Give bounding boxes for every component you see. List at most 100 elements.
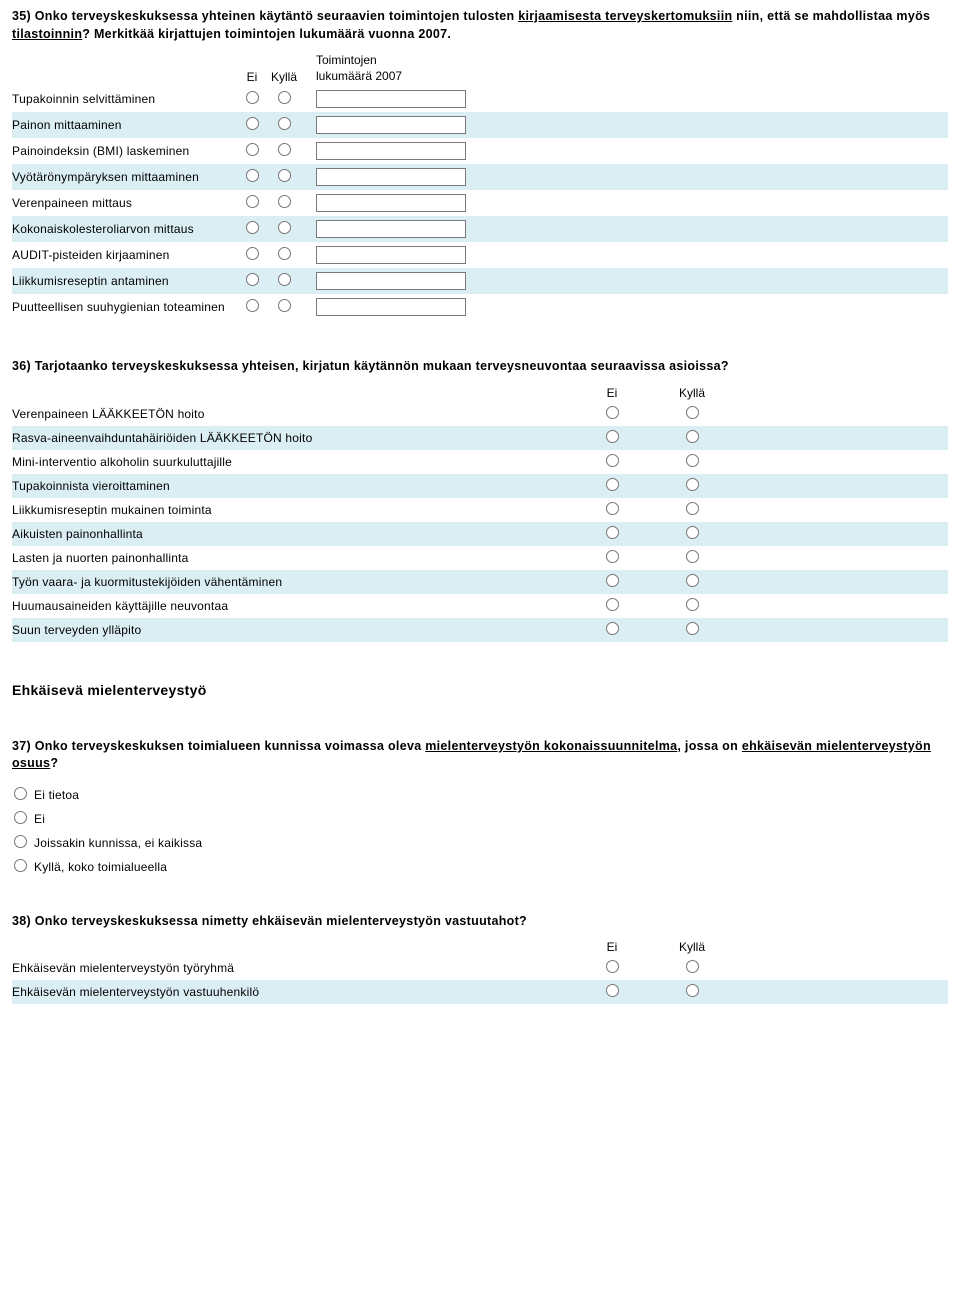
q35-radio-kylla[interactable] bbox=[278, 169, 291, 182]
q38-header-ei: Ei bbox=[572, 940, 652, 954]
q35-count-input[interactable] bbox=[316, 298, 466, 316]
q35-radio-ei[interactable] bbox=[246, 169, 259, 182]
q35-radio-ei[interactable] bbox=[246, 117, 259, 130]
q35-header-count: Toimintojen lukumäärä 2007 bbox=[300, 53, 480, 84]
q37-radio[interactable] bbox=[14, 811, 27, 824]
q37-option-row: Joissakin kunnissa, ei kaikissa bbox=[12, 831, 948, 855]
q36-radio-kylla[interactable] bbox=[686, 598, 699, 611]
q36-row-label: Mini-interventio alkoholin suurkuluttaji… bbox=[12, 455, 572, 469]
q35-header-row: Ei Kyllä Toimintojen lukumäärä 2007 bbox=[12, 53, 948, 84]
q35-radio-ei[interactable] bbox=[246, 221, 259, 234]
q35-underline-1: kirjaamisesta terveyskertomuksiin bbox=[518, 9, 732, 23]
q36-radio-ei[interactable] bbox=[606, 550, 619, 563]
q37-radio[interactable] bbox=[14, 835, 27, 848]
q35-radio-ei[interactable] bbox=[246, 299, 259, 312]
q36-radio-kylla[interactable] bbox=[686, 406, 699, 419]
q36-radio-kylla[interactable] bbox=[686, 526, 699, 539]
q35-header-kylla: Kyllä bbox=[268, 70, 300, 84]
q38-row-label: Ehkäisevän mielenterveystyön vastuuhenki… bbox=[12, 985, 572, 999]
q36-row-label: Liikkumisreseptin mukainen toiminta bbox=[12, 503, 572, 517]
section-title-mental-health: Ehkäisevä mielenterveystyö bbox=[12, 682, 948, 698]
q37-underline-1: mielenterveystyön kokonaissuunnitelma bbox=[425, 739, 677, 753]
q36-radio-ei[interactable] bbox=[606, 454, 619, 467]
q35-row-label: Verenpaineen mittaus bbox=[12, 196, 236, 210]
q35-row-label: Liikkumisreseptin antaminen bbox=[12, 274, 236, 288]
q35-count-input[interactable] bbox=[316, 90, 466, 108]
q35-radio-kylla[interactable] bbox=[278, 117, 291, 130]
q36-row-label: Verenpaineen LÄÄKKEETÖN hoito bbox=[12, 407, 572, 421]
q35-radio-kylla[interactable] bbox=[278, 143, 291, 156]
q38-radio-kylla[interactable] bbox=[686, 960, 699, 973]
q35-count-input[interactable] bbox=[316, 220, 466, 238]
q36-row-label: Työn vaara- ja kuormitustekijöiden vähen… bbox=[12, 575, 572, 589]
q36-radio-ei[interactable] bbox=[606, 598, 619, 611]
q36-radio-kylla[interactable] bbox=[686, 622, 699, 635]
q35-part-a: 35) Onko terveyskeskuksessa yhteinen käy… bbox=[12, 9, 518, 23]
q38-header-kylla: Kyllä bbox=[652, 940, 732, 954]
q36-radio-kylla[interactable] bbox=[686, 574, 699, 587]
q35-radio-kylla[interactable] bbox=[278, 221, 291, 234]
q36-radio-ei[interactable] bbox=[606, 526, 619, 539]
q36-radio-kylla[interactable] bbox=[686, 430, 699, 443]
q35-radio-kylla[interactable] bbox=[278, 247, 291, 260]
q36-radio-kylla[interactable] bbox=[686, 550, 699, 563]
q38-matrix: Ei Kyllä Ehkäisevän mielenterveystyön ty… bbox=[12, 940, 948, 1004]
q37-part-a: 37) Onko terveyskeskuksen toimialueen ku… bbox=[12, 739, 425, 753]
q36-radio-kylla[interactable] bbox=[686, 478, 699, 491]
q38-header-spacer bbox=[12, 940, 572, 954]
q35-row-label: Puutteellisen suuhygienian toteaminen bbox=[12, 300, 236, 314]
q38-radio-ei[interactable] bbox=[606, 960, 619, 973]
q36-header-kylla: Kyllä bbox=[652, 386, 732, 400]
question-38-text: 38) Onko terveyskeskuksessa nimetty ehkä… bbox=[12, 913, 948, 931]
q37-option-row: Ei tietoa bbox=[12, 783, 948, 807]
q35-count-input[interactable] bbox=[316, 246, 466, 264]
q38-radio-ei[interactable] bbox=[606, 984, 619, 997]
q36-radio-ei[interactable] bbox=[606, 406, 619, 419]
q35-count-input[interactable] bbox=[316, 272, 466, 290]
q35-radio-kylla[interactable] bbox=[278, 91, 291, 104]
q36-row: Suun terveyden ylläpito bbox=[12, 618, 948, 642]
q36-radio-ei[interactable] bbox=[606, 502, 619, 515]
q36-radio-ei[interactable] bbox=[606, 478, 619, 491]
q37-radio[interactable] bbox=[14, 859, 27, 872]
q35-count-input[interactable] bbox=[316, 168, 466, 186]
q37-option-row: Ei bbox=[12, 807, 948, 831]
q36-row: Tupakoinnista vieroittaminen bbox=[12, 474, 948, 498]
q37-radio[interactable] bbox=[14, 787, 27, 800]
q35-radio-ei[interactable] bbox=[246, 143, 259, 156]
q38-radio-kylla[interactable] bbox=[686, 984, 699, 997]
q35-radio-ei[interactable] bbox=[246, 273, 259, 286]
q35-radio-ei[interactable] bbox=[246, 247, 259, 260]
q35-header-ei: Ei bbox=[236, 70, 268, 84]
q35-radio-ei[interactable] bbox=[246, 91, 259, 104]
q35-radio-ei[interactable] bbox=[246, 195, 259, 208]
q35-count-input[interactable] bbox=[316, 116, 466, 134]
q35-radio-kylla[interactable] bbox=[278, 195, 291, 208]
q36-row-label: Rasva-aineenvaihduntahäiriöiden LÄÄKKEET… bbox=[12, 431, 572, 445]
q36-radio-ei[interactable] bbox=[606, 430, 619, 443]
q36-row-label: Huumausaineiden käyttäjille neuvontaa bbox=[12, 599, 572, 613]
q37-options: Ei tietoa Ei Joissakin kunnissa, ei kaikis… bbox=[12, 783, 948, 879]
q36-row-label: Tupakoinnista vieroittaminen bbox=[12, 479, 572, 493]
q36-header-row: Ei Kyllä bbox=[12, 386, 948, 400]
q36-row-label: Lasten ja nuorten painonhallinta bbox=[12, 551, 572, 565]
q36-radio-kylla[interactable] bbox=[686, 454, 699, 467]
q36-header-spacer bbox=[12, 386, 572, 400]
q35-radio-kylla[interactable] bbox=[278, 299, 291, 312]
q36-row: Lasten ja nuorten painonhallinta bbox=[12, 546, 948, 570]
q36-radio-ei[interactable] bbox=[606, 622, 619, 635]
q38-row: Ehkäisevän mielenterveystyön työryhmä bbox=[12, 956, 948, 980]
q36-row: Huumausaineiden käyttäjille neuvontaa bbox=[12, 594, 948, 618]
q35-count-input[interactable] bbox=[316, 194, 466, 212]
q35-header-count-l1: Toimintojen bbox=[316, 53, 480, 69]
q36-row: Liikkumisreseptin mukainen toiminta bbox=[12, 498, 948, 522]
q35-part-c: ? Merkitkää kirjattujen toimintojen luku… bbox=[82, 27, 451, 41]
q37-option-label: Ei bbox=[34, 812, 45, 826]
q36-radio-kylla[interactable] bbox=[686, 502, 699, 515]
q36-row: Työn vaara- ja kuormitustekijöiden vähen… bbox=[12, 570, 948, 594]
q36-radio-ei[interactable] bbox=[606, 574, 619, 587]
q35-count-input[interactable] bbox=[316, 142, 466, 160]
q35-row: Liikkumisreseptin antaminen bbox=[12, 268, 948, 294]
q35-radio-kylla[interactable] bbox=[278, 273, 291, 286]
q38-row-label: Ehkäisevän mielenterveystyön työryhmä bbox=[12, 961, 572, 975]
